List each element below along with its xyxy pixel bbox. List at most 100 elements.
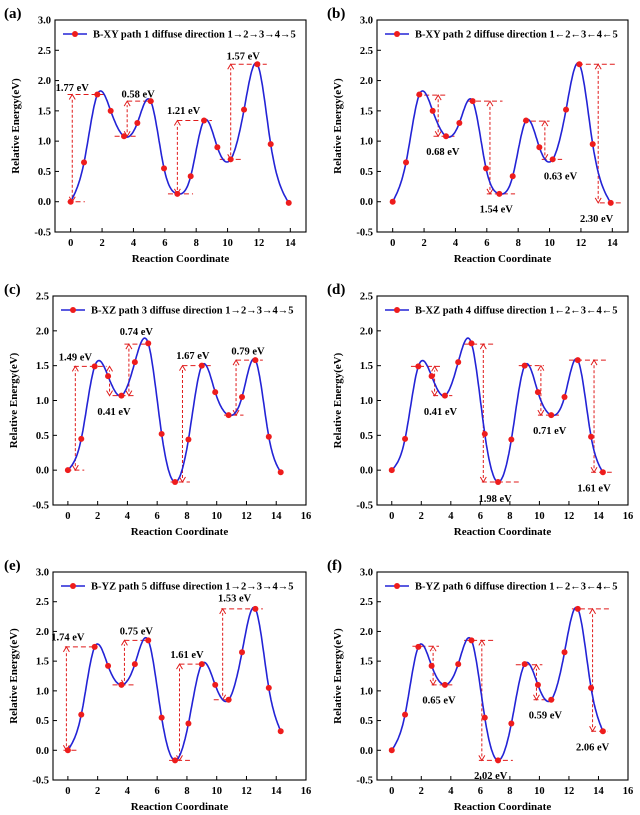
data-point xyxy=(277,728,284,735)
energy-curve xyxy=(69,62,290,204)
data-point xyxy=(402,435,409,442)
chart-panel-f: (f) 0 2 4 6 8 10 12 14 16 -0.5 0.0 0.5 1.0 1.5 2.0 2.5 3.… xyxy=(327,558,633,813)
x-tick-label: 12 xyxy=(241,786,252,797)
data-point xyxy=(239,394,246,401)
data-point xyxy=(118,392,125,399)
energy-barrier-annotation: 0.41 eV xyxy=(97,365,131,418)
y-axis-title: Relative Energy(eV) xyxy=(332,352,344,448)
y-axis-title: Relative Energy(eV) xyxy=(8,628,20,724)
data-point xyxy=(277,469,284,476)
x-tick-label: 12 xyxy=(564,786,575,797)
x-tick-label: 16 xyxy=(623,786,634,797)
arrow-head-up xyxy=(232,359,240,366)
energy-barrier-annotation: 1.61 eV xyxy=(568,359,612,495)
data-point xyxy=(429,107,436,114)
arrow-head-down xyxy=(590,466,598,474)
y-tick-label: 1.5 xyxy=(360,361,373,372)
data-point xyxy=(105,373,112,380)
y-tick-label: 0.0 xyxy=(360,466,373,477)
x-tick-label: 14 xyxy=(607,238,618,249)
energy-barrier-annotation: 0.41 eV xyxy=(410,365,458,418)
arrow-head-up xyxy=(71,365,79,372)
plot-frame xyxy=(376,295,629,506)
x-tick-label: 2 xyxy=(419,786,424,797)
data-point xyxy=(158,430,165,437)
barrier-value-label: 1.21 eV xyxy=(167,106,201,117)
x-axis-title: Reaction Coordinate xyxy=(131,801,229,813)
energy-barrier-annotation: 2.30 eV xyxy=(577,63,624,225)
legend-label: B-YZ path 6 diffuse direction 1←2←3←4←5 xyxy=(415,582,618,593)
y-tick-label: 1.5 xyxy=(36,657,49,668)
data-point xyxy=(78,711,85,718)
arrow-head-up xyxy=(431,365,439,372)
arrow-head-up xyxy=(533,663,540,670)
barrier-value-label: 0.41 eV xyxy=(97,407,131,418)
x-tick-label: 10 xyxy=(211,511,222,522)
data-point xyxy=(172,479,179,486)
arrow-head-up xyxy=(541,120,549,127)
arrow-head-down xyxy=(431,390,439,397)
energy-barrier-annotation: 0.65 eV xyxy=(412,645,456,707)
data-point xyxy=(225,696,232,703)
y-tick-label: 3.0 xyxy=(36,568,49,579)
barrier-value-label: 1.61 eV xyxy=(170,650,204,661)
energy-curve xyxy=(391,62,612,204)
data-point xyxy=(481,714,488,721)
x-tick-label: 0 xyxy=(65,786,70,797)
data-point xyxy=(172,757,179,764)
arrow-head-down xyxy=(125,390,133,397)
arrow-head-up xyxy=(176,663,183,670)
panel-label: (e) xyxy=(4,558,21,574)
barrier-value-label: 0.65 eV xyxy=(422,696,456,707)
legend-marker xyxy=(394,583,400,589)
x-tick-label: 12 xyxy=(254,238,265,249)
x-tick-label: 2 xyxy=(95,786,100,797)
energy-barrier-annotation: 1.98 eV xyxy=(464,343,519,505)
x-tick-label: 10 xyxy=(534,511,545,522)
data-point xyxy=(508,720,515,727)
data-point xyxy=(548,696,555,703)
y-tick-label: 2.5 xyxy=(360,46,373,57)
data-point xyxy=(225,412,232,419)
x-tick-label: 8 xyxy=(194,238,199,249)
data-point xyxy=(185,720,192,727)
x-tick-label: 6 xyxy=(478,786,483,797)
data-point xyxy=(402,711,409,718)
arrow-head-down xyxy=(594,197,602,204)
x-tick-label: 4 xyxy=(453,238,459,249)
barrier-value-label: 1.61 eV xyxy=(577,484,611,495)
chart-panel-b: (b) 0 2 4 6 8 10 12 14 -0.5 0.0 0.5 1.0 1.5 2.0 2.5 3.0 R… xyxy=(327,6,629,265)
arrow-head-down xyxy=(479,476,487,483)
x-tick-label: 4 xyxy=(448,511,454,522)
data-point xyxy=(241,106,248,113)
y-tick-label: 2.5 xyxy=(36,597,49,608)
legend-marker xyxy=(394,307,400,313)
y-tick-label: -0.5 xyxy=(34,228,51,239)
legend-label: B-XY path 1 diffuse direction 1→2→3→4→5 xyxy=(93,30,296,41)
data-point xyxy=(534,681,541,688)
energy-barrier-annotation: 0.79 eV xyxy=(224,346,265,417)
data-point xyxy=(185,436,192,443)
data-point xyxy=(481,430,488,437)
y-tick-label: 1.5 xyxy=(36,361,49,372)
data-point xyxy=(607,199,614,206)
x-tick-label: 10 xyxy=(544,238,555,249)
data-point xyxy=(131,359,138,366)
arrow-head-up xyxy=(125,343,133,350)
data-point xyxy=(212,681,219,688)
y-tick-label: -0.5 xyxy=(356,501,373,512)
arrow-head-down xyxy=(434,131,442,138)
legend-marker xyxy=(394,31,400,37)
legend-label: B-XY path 2 diffuse direction 1←2←3←4←5 xyxy=(415,30,618,41)
x-tick-label: 0 xyxy=(389,511,394,522)
data-point xyxy=(254,61,261,68)
y-tick-label: 0.0 xyxy=(360,746,373,757)
data-point xyxy=(588,684,595,691)
panel-label: (f) xyxy=(327,558,342,574)
arrow-head-down xyxy=(232,409,240,417)
x-tick-label: 10 xyxy=(534,786,545,797)
data-point xyxy=(561,394,568,401)
arrow-head-up xyxy=(478,639,486,646)
x-tick-label: 6 xyxy=(484,238,489,249)
data-point xyxy=(523,117,530,124)
